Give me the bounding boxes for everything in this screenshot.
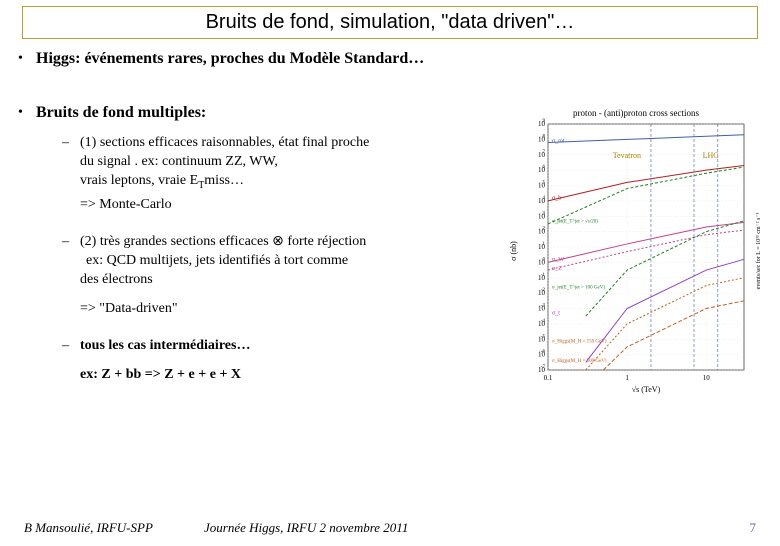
svg-text:σ_jet(E_T^jet > √s/20): σ_jet(E_T^jet > √s/20) bbox=[552, 218, 598, 224]
svg-text:0: 0 bbox=[543, 257, 546, 262]
svg-text:-5: -5 bbox=[541, 334, 546, 339]
svg-text:4: 4 bbox=[543, 196, 546, 201]
sub3-l2: ex: Z + bb => Z + e + e + X bbox=[80, 367, 241, 382]
svg-text:Tevatron: Tevatron bbox=[613, 151, 641, 160]
sub-item-1: –(1) sections efficaces raisonnables, ét… bbox=[62, 133, 482, 214]
svg-text:-6: -6 bbox=[541, 350, 546, 355]
svg-text:σ_b: σ_b bbox=[552, 195, 561, 201]
bullet-1-text: Higgs: événements rares, proches du Modè… bbox=[36, 49, 424, 69]
svg-text:-4: -4 bbox=[541, 319, 546, 324]
sub1-l1: (1) sections efficaces raisonnables, éta… bbox=[80, 135, 369, 150]
svg-text:9: 9 bbox=[543, 119, 546, 124]
svg-text:events/sec for L = 10³³ cm⁻² s: events/sec for L = 10³³ cm⁻² s⁻¹ bbox=[755, 212, 762, 289]
svg-text:1: 1 bbox=[543, 242, 546, 247]
svg-text:√s (TeV): √s (TeV) bbox=[632, 385, 661, 394]
svg-text:8: 8 bbox=[543, 134, 546, 139]
footer-page: 7 bbox=[716, 520, 756, 536]
bullet-1: • Higgs: événements rares, proches du Mo… bbox=[18, 49, 762, 69]
svg-text:σ_jet(E_T^jet > 100 GeV): σ_jet(E_T^jet > 100 GeV) bbox=[552, 285, 605, 290]
svg-text:σ (nb): σ (nb) bbox=[509, 241, 518, 261]
sub1-l3after: miss… bbox=[204, 173, 244, 188]
sub1-l2: du signal . ex: continuum ZZ, WW, bbox=[80, 154, 278, 169]
svg-text:σ_W: σ_W bbox=[552, 257, 564, 263]
sub1-l3: vrais leptons, vraie E bbox=[80, 173, 198, 188]
sub2-l1: (2) très grandes sections efficaces ⊗ fo… bbox=[80, 234, 366, 249]
sub2-l3: des électrons bbox=[80, 272, 153, 287]
svg-text:-2: -2 bbox=[541, 288, 546, 293]
cross-section-chart: 10-710-610-510-410-310-210-1100101102103… bbox=[506, 106, 766, 396]
bullet-2-text: Bruits de fond multiples: bbox=[36, 103, 206, 123]
svg-text:5: 5 bbox=[543, 181, 546, 186]
footer-event: Journée Higgs, IRFU 2 novembre 2011 bbox=[204, 520, 716, 536]
sub2-l4: => "Data-driven" bbox=[80, 301, 178, 316]
svg-text:-7: -7 bbox=[541, 365, 546, 370]
bullet-marker: • bbox=[18, 103, 36, 123]
svg-text:10: 10 bbox=[703, 374, 711, 382]
svg-text:7: 7 bbox=[543, 150, 546, 155]
svg-text:2: 2 bbox=[543, 227, 546, 232]
svg-text:6: 6 bbox=[543, 165, 546, 170]
svg-text:σ_t: σ_t bbox=[552, 311, 560, 317]
svg-text:-1: -1 bbox=[541, 273, 546, 278]
slide-title: Bruits de fond, simulation, "data driven… bbox=[22, 6, 758, 39]
svg-text:σ_tot: σ_tot bbox=[552, 138, 565, 144]
svg-text:1: 1 bbox=[625, 374, 629, 382]
svg-text:LHC: LHC bbox=[703, 151, 719, 160]
svg-text:σ_Higgs(M_H = 150 GeV): σ_Higgs(M_H = 150 GeV) bbox=[552, 339, 607, 344]
bullet-marker: • bbox=[18, 49, 36, 69]
svg-text:3: 3 bbox=[543, 211, 546, 216]
sub-item-2: –(2) très grandes sections efficaces ⊗ f… bbox=[62, 232, 482, 318]
svg-text:σ_Higgs(M_H = 500 GeV): σ_Higgs(M_H = 500 GeV) bbox=[552, 359, 607, 364]
footer-author: B Mansoulié, IRFU-SPP bbox=[24, 520, 204, 536]
sub3-l1: tous les cas intermédiaires… bbox=[80, 338, 250, 353]
svg-text:σ_Z: σ_Z bbox=[552, 266, 562, 272]
sub2-l2: ex: QCD multijets, jets identifiés à tor… bbox=[86, 253, 348, 268]
svg-text:-3: -3 bbox=[541, 304, 546, 309]
svg-text:0.1: 0.1 bbox=[544, 374, 553, 382]
sub1-l4: => Monte-Carlo bbox=[80, 197, 172, 212]
footer: B Mansoulié, IRFU-SPP Journée Higgs, IRF… bbox=[0, 520, 780, 536]
svg-text:proton - (anti)proton cross se: proton - (anti)proton cross sections bbox=[573, 108, 699, 118]
